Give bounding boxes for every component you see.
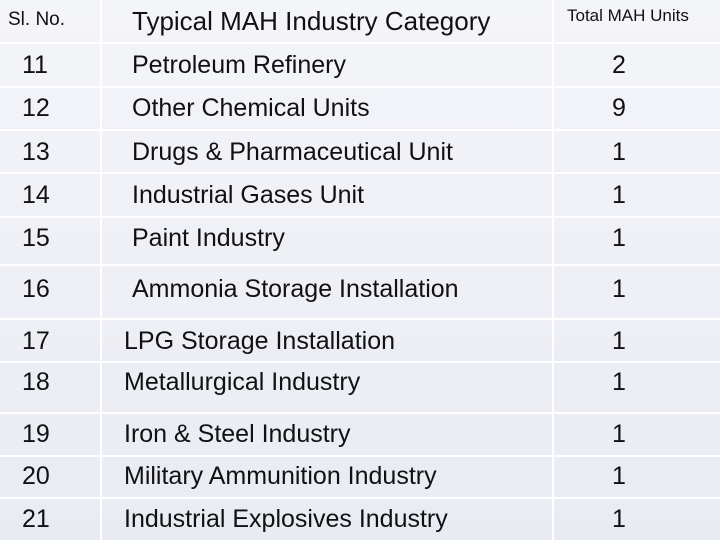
row-divider bbox=[0, 129, 720, 131]
row-divider bbox=[0, 216, 720, 218]
row-category: Industrial Explosives Industry bbox=[124, 505, 448, 533]
row-category: Paint Industry bbox=[132, 224, 285, 252]
row-sl-no: 18 bbox=[22, 368, 50, 396]
row-sl-no: 19 bbox=[22, 420, 50, 448]
row-divider bbox=[0, 172, 720, 174]
row-sl-no: 14 bbox=[22, 181, 50, 209]
row-total: 2 bbox=[612, 51, 626, 79]
row-category: Ammonia Storage Installation bbox=[132, 275, 459, 303]
row-divider bbox=[0, 42, 720, 44]
row-category: Petroleum Refinery bbox=[132, 51, 346, 79]
row-total: 1 bbox=[612, 327, 626, 355]
row-divider bbox=[0, 318, 720, 320]
row-total: 1 bbox=[612, 505, 626, 533]
row-category: Iron & Steel Industry bbox=[124, 420, 351, 448]
row-divider bbox=[0, 455, 720, 457]
column-divider bbox=[552, 0, 554, 540]
row-category: Metallurgical Industry bbox=[124, 368, 361, 396]
column-divider bbox=[100, 0, 102, 540]
row-sl-no: 20 bbox=[22, 462, 50, 490]
row-category: Other Chemical Units bbox=[132, 94, 370, 122]
header-sl-no: Sl. No. bbox=[8, 9, 66, 30]
row-sl-no: 15 bbox=[22, 224, 50, 252]
row-total: 1 bbox=[612, 224, 626, 252]
row-sl-no: 12 bbox=[22, 94, 50, 122]
row-category: Military Ammunition Industry bbox=[124, 462, 437, 490]
row-sl-no: 13 bbox=[22, 138, 50, 166]
row-sl-no: 11 bbox=[22, 51, 48, 79]
row-category: Drugs & Pharmaceutical Unit bbox=[132, 138, 453, 166]
row-divider bbox=[0, 86, 720, 88]
header-total-units: Total MAH Units bbox=[567, 6, 689, 25]
row-total: 1 bbox=[612, 181, 626, 209]
row-sl-no: 17 bbox=[22, 327, 50, 355]
row-sl-no: 21 bbox=[22, 505, 50, 533]
row-divider bbox=[0, 361, 720, 363]
row-total: 1 bbox=[612, 420, 626, 448]
row-total: 1 bbox=[612, 275, 626, 303]
row-sl-no: 16 bbox=[22, 275, 50, 303]
row-divider bbox=[0, 412, 720, 414]
header-category: Typical MAH Industry Category bbox=[132, 6, 491, 36]
row-total: 1 bbox=[612, 368, 626, 396]
row-category: Industrial Gases Unit bbox=[132, 181, 365, 209]
row-total: 1 bbox=[612, 462, 626, 490]
row-divider bbox=[0, 497, 720, 499]
row-category: LPG Storage Installation bbox=[124, 327, 395, 355]
row-total: 9 bbox=[612, 94, 626, 122]
row-total: 1 bbox=[612, 138, 626, 166]
row-divider bbox=[0, 264, 720, 266]
